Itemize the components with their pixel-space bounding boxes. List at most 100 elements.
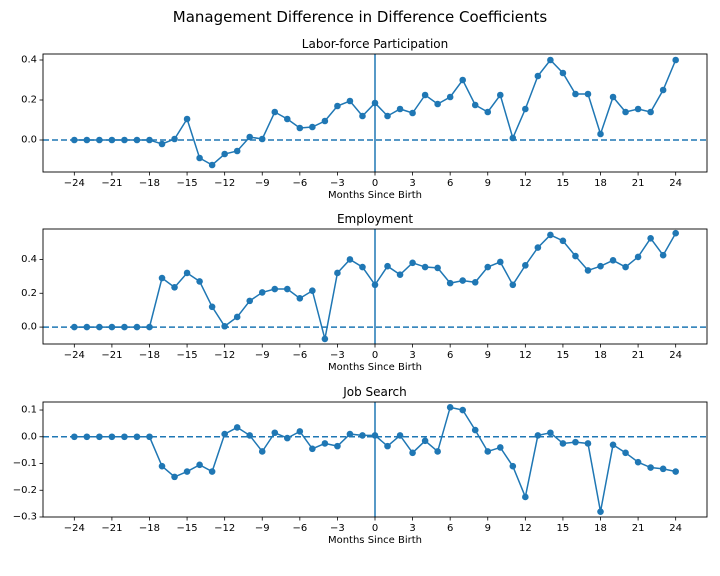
panel-title: Employment xyxy=(337,212,413,226)
data-point xyxy=(158,140,166,148)
data-point xyxy=(459,406,466,414)
x-tick-label: −15 xyxy=(177,178,198,189)
data-point xyxy=(572,252,579,260)
data-point xyxy=(371,99,379,107)
x-tick-label: −3 xyxy=(330,178,345,189)
data-point xyxy=(659,465,667,473)
x-tick-label: 3 xyxy=(409,178,415,189)
y-tick-label: −0.1 xyxy=(13,458,37,469)
data-point xyxy=(221,150,228,158)
x-tick-label: −21 xyxy=(101,523,122,534)
data-point xyxy=(446,404,454,411)
data-point xyxy=(634,105,642,113)
data-point xyxy=(96,323,103,331)
data-point xyxy=(584,440,592,447)
data-point xyxy=(384,262,391,270)
data-point xyxy=(609,256,617,264)
x-axis-label: Months Since Birth xyxy=(328,362,422,373)
x-tick-label: 9 xyxy=(485,523,491,534)
x-tick-label: −18 xyxy=(139,523,160,534)
data-point xyxy=(622,449,629,457)
data-point xyxy=(171,135,178,143)
data-point xyxy=(534,244,542,251)
data-point xyxy=(446,279,454,287)
data-point xyxy=(509,134,517,142)
data-point xyxy=(121,323,128,331)
x-tick-label: 18 xyxy=(594,350,607,361)
x-tick-label: −9 xyxy=(255,523,270,534)
data-point xyxy=(459,277,466,284)
data-point xyxy=(547,429,554,437)
data-point xyxy=(83,136,91,144)
data-point xyxy=(233,424,241,431)
data-point xyxy=(409,259,416,267)
data-point xyxy=(158,274,166,282)
data-point xyxy=(484,108,492,116)
data-point xyxy=(258,135,266,143)
data-point xyxy=(547,56,554,64)
data-point xyxy=(196,461,203,469)
data-point xyxy=(133,323,141,331)
data-point xyxy=(121,433,128,441)
data-point xyxy=(597,262,604,270)
data-point xyxy=(672,56,679,64)
data-point xyxy=(597,508,604,515)
data-point xyxy=(421,91,429,99)
data-point xyxy=(71,136,78,144)
data-point xyxy=(346,97,354,105)
data-point xyxy=(221,322,228,330)
data-point xyxy=(522,262,529,269)
data-point xyxy=(509,281,517,289)
x-tick-label: −12 xyxy=(214,523,235,534)
figure-title: Management Difference in Difference Coef… xyxy=(172,8,548,26)
data-point xyxy=(346,256,354,263)
data-point xyxy=(196,154,203,162)
x-tick-label: 18 xyxy=(594,523,607,534)
x-tick-label: −21 xyxy=(101,178,122,189)
x-tick-label: −18 xyxy=(139,350,160,361)
x-tick-label: −18 xyxy=(139,178,160,189)
data-point xyxy=(309,123,316,131)
data-point xyxy=(183,115,191,123)
data-point xyxy=(421,263,429,271)
y-tick-label: 0.0 xyxy=(21,322,37,333)
data-point xyxy=(284,285,291,293)
x-axis-label: Months Since Birth xyxy=(328,190,422,201)
x-tick-label: 24 xyxy=(669,523,682,534)
data-point xyxy=(647,464,654,471)
data-point xyxy=(233,313,241,321)
panel-title: Job Search xyxy=(342,385,407,399)
y-tick-label: 0.2 xyxy=(21,288,37,299)
data-point xyxy=(559,440,567,447)
data-point xyxy=(133,136,141,144)
data-point xyxy=(597,130,604,138)
x-tick-label: 18 xyxy=(594,178,607,189)
data-point xyxy=(146,136,153,144)
x-tick-label: −6 xyxy=(292,523,307,534)
x-tick-label: 6 xyxy=(447,178,453,189)
data-point xyxy=(171,473,178,481)
data-point xyxy=(183,269,191,277)
data-point xyxy=(559,69,567,77)
x-tick-label: 3 xyxy=(409,350,415,361)
data-point xyxy=(459,76,466,84)
x-tick-label: −15 xyxy=(177,523,198,534)
x-tick-label: −24 xyxy=(64,350,85,361)
data-point xyxy=(83,433,91,441)
x-tick-label: −3 xyxy=(330,350,345,361)
x-tick-label: 12 xyxy=(519,178,532,189)
x-tick-label: 24 xyxy=(669,350,682,361)
data-point xyxy=(146,323,153,331)
y-tick-label: −0.3 xyxy=(13,512,37,523)
data-point xyxy=(434,264,441,272)
x-tick-label: 0 xyxy=(372,350,378,361)
data-point xyxy=(547,231,554,239)
data-point xyxy=(359,112,366,120)
data-point xyxy=(384,442,391,450)
data-point xyxy=(409,109,416,117)
data-point xyxy=(121,136,128,144)
data-point xyxy=(296,124,304,132)
y-tick-label: 0.4 xyxy=(21,55,37,66)
data-point xyxy=(421,437,429,445)
x-tick-label: 0 xyxy=(372,178,378,189)
